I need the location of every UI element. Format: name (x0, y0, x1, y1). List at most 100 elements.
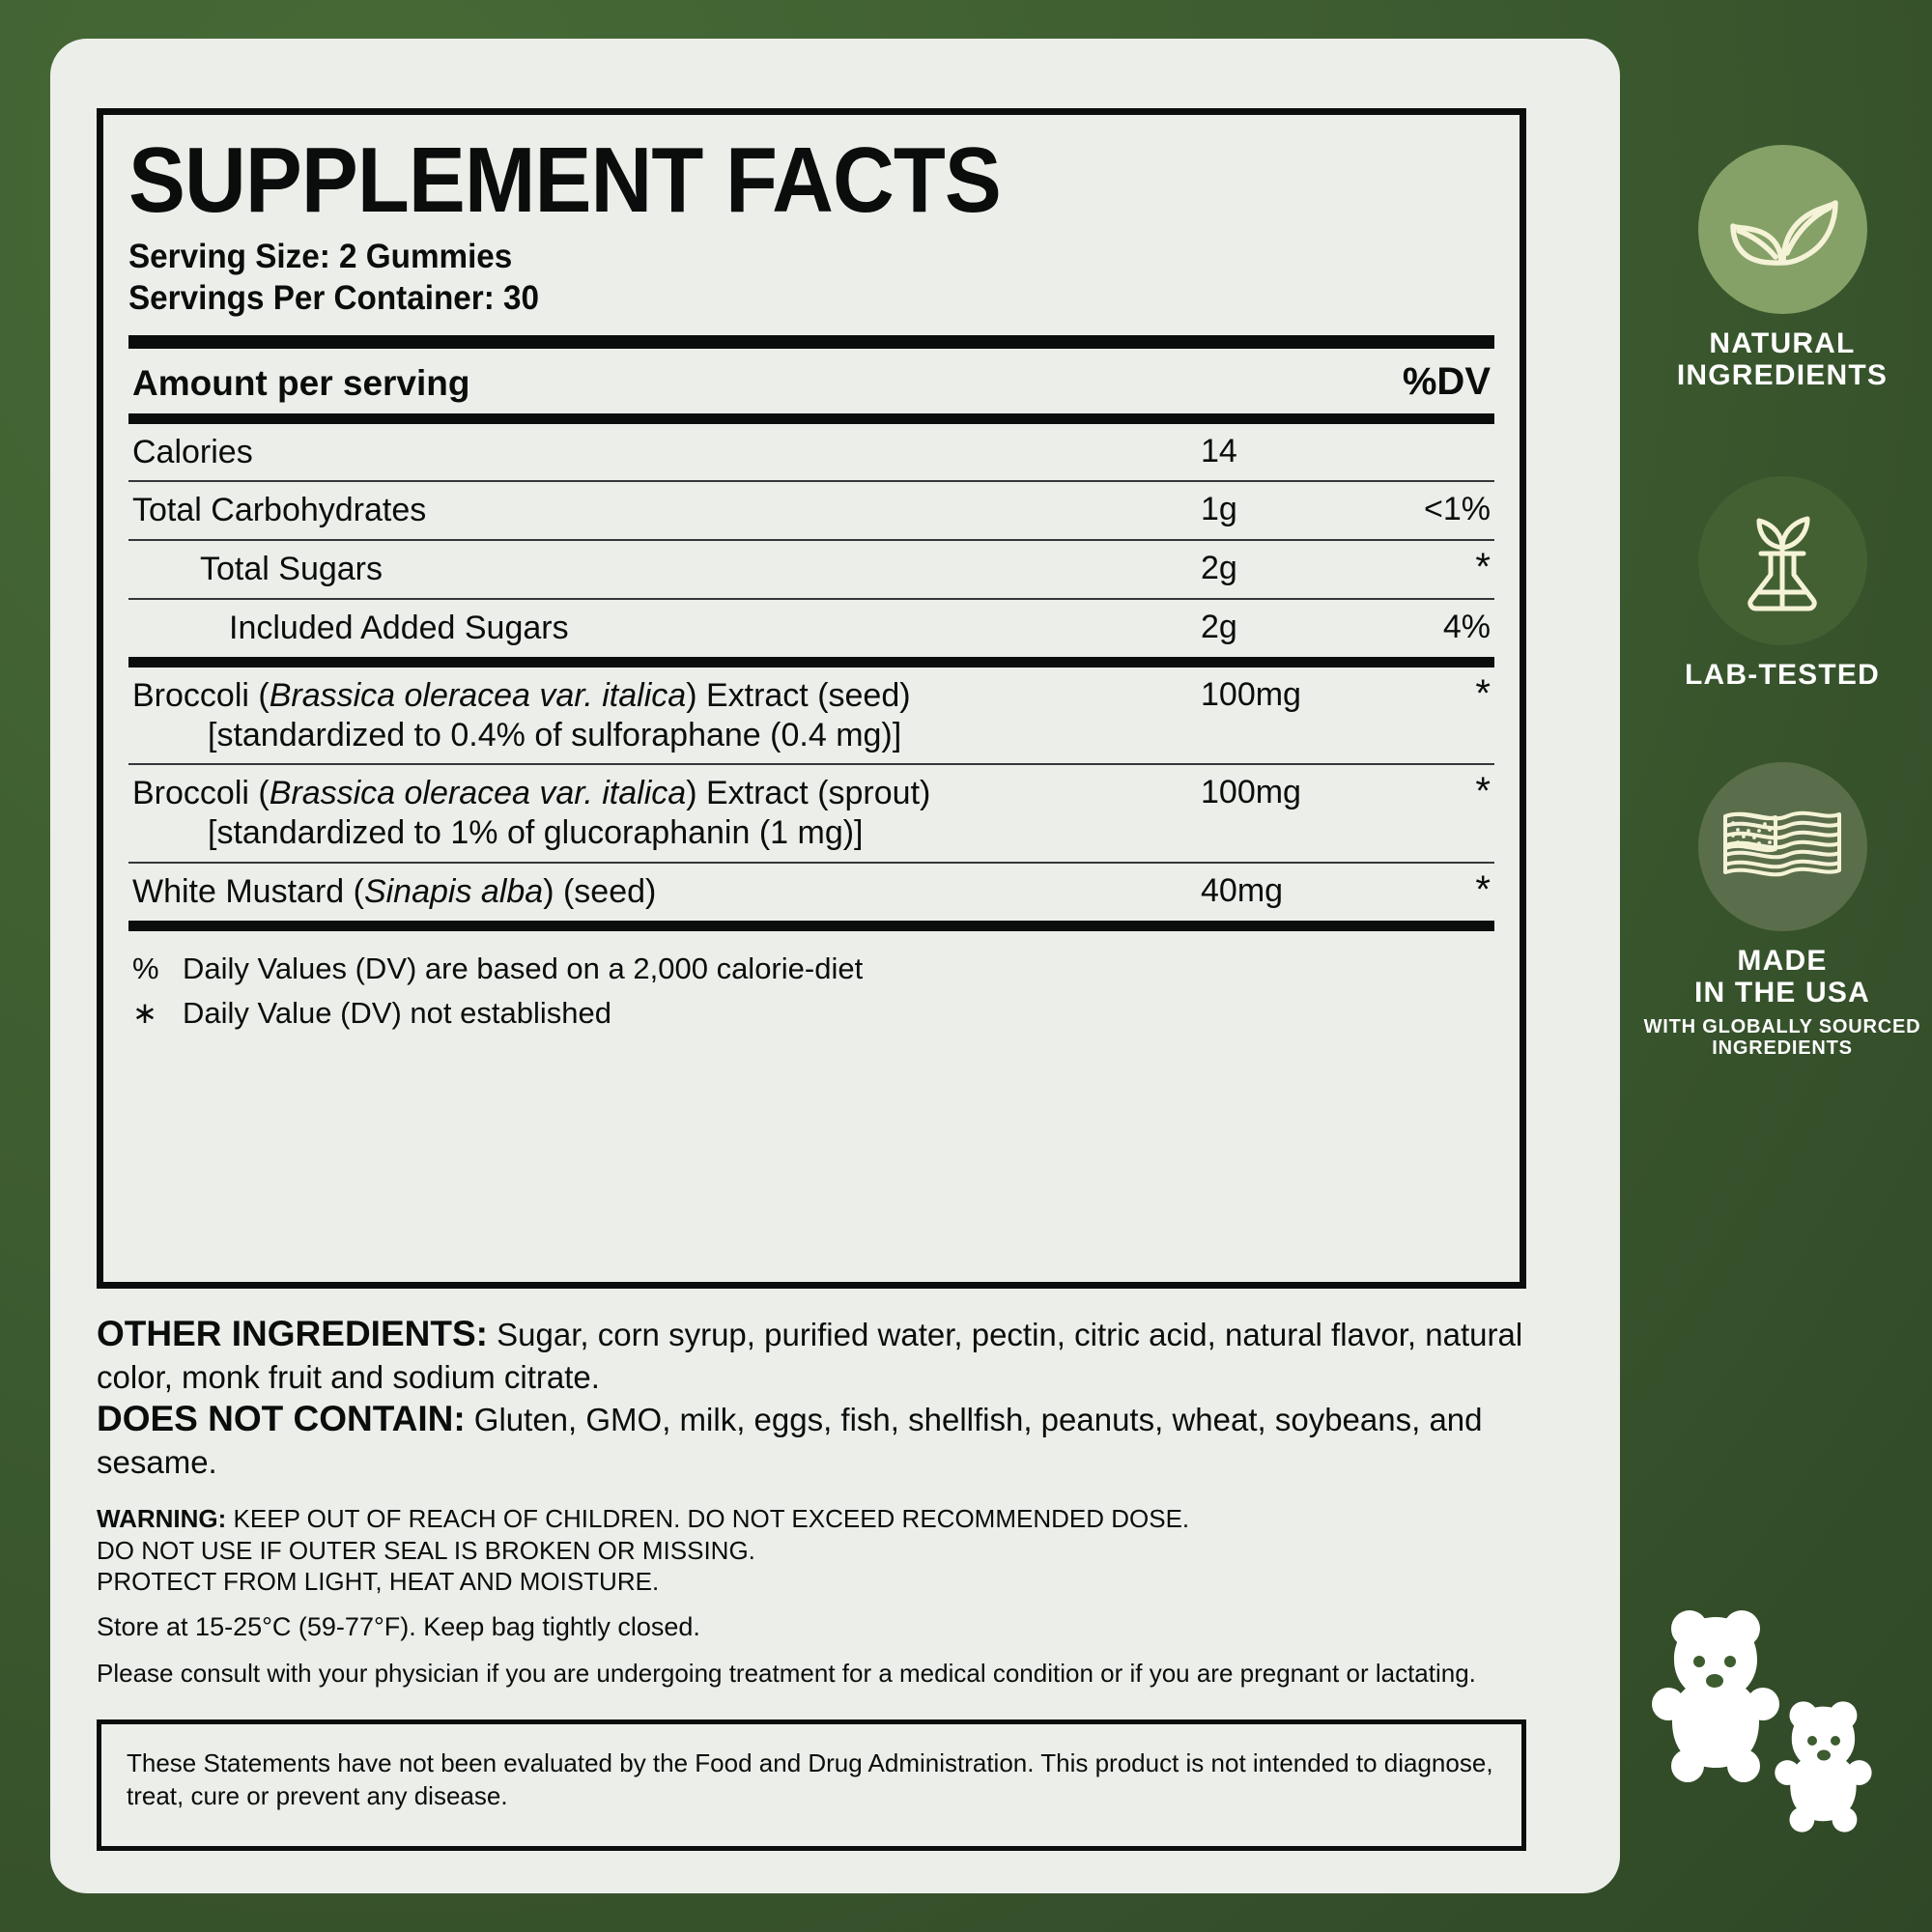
row-dv: 4% (1442, 608, 1491, 645)
warning-line-1: WARNING: KEEP OUT OF REACH OF CHILDREN. … (97, 1503, 1526, 1534)
row-label: White Mustard (Sinapis alba) (seed) (132, 872, 1185, 912)
row-amount: 2g (1201, 550, 1237, 587)
table-header-row: Amount per serving %DV (128, 349, 1494, 413)
badge-label-line-2: INGREDIENTS (1676, 359, 1889, 391)
flask-sprout-icon (1747, 516, 1817, 611)
row-dv: * (1475, 546, 1491, 589)
physician-consult-note: Please consult with your physician if yo… (97, 1659, 1476, 1689)
row-divider (128, 597, 1494, 600)
supplement-label-card: SUPPLEMENT FACTS Serving Size: 2 Gummies… (50, 39, 1620, 1893)
row-label-tail: ) (seed) (543, 872, 657, 910)
badge-label-line-1: LAB-TESTED (1685, 659, 1880, 691)
servings-per-container-line: Servings Per Container: 30 (128, 278, 540, 317)
badge-circle (1697, 145, 1867, 314)
footnote-text: Daily Value (DV) not established (183, 996, 611, 1031)
badge-lab-tested: LAB-TESTED (1642, 476, 1922, 691)
table-row: Included Added Sugars 2g 4% (128, 600, 1494, 657)
badge-sublabel: WITH GLOBALLY SOURCED INGREDIENTS (1643, 1016, 1921, 1060)
flag-stars (1731, 820, 1772, 845)
supplement-facts-panel: SUPPLEMENT FACTS Serving Size: 2 Gummies… (97, 108, 1526, 1289)
lower-text-section: OTHER INGREDIENTS: Sugar, corn syrup, pu… (97, 1312, 1526, 1690)
row-label-main: White Mustard ( (132, 872, 364, 910)
row-amount: 2g (1201, 608, 1237, 645)
badge-label: MADE IN THE USA (1642, 945, 1922, 1009)
row-amount: 100mg (1201, 675, 1301, 713)
table-row: Broccoli (Brassica oleracea var. italica… (128, 765, 1494, 862)
row-label-main: Broccoli ( (132, 775, 270, 812)
row-dv: * (1475, 671, 1491, 715)
footnote-item: ∗ Daily Value (DV) not established (132, 991, 1491, 1037)
row-label-main: Broccoli ( (132, 676, 270, 714)
dv-header: %DV (1402, 359, 1491, 403)
row-dv: <1% (1424, 491, 1491, 528)
does-not-contain-text: Gluten, GMO, milk, eggs, fish, shellfish… (97, 1402, 1483, 1480)
row-label-standardization: [standardized to 1% of glucoraphanin (1 … (208, 814, 864, 852)
row-label: Total Carbohydrates (132, 492, 427, 529)
does-not-contain-heading: DOES NOT CONTAIN: (97, 1399, 466, 1439)
table-row: Total Sugars 2g * (128, 541, 1494, 598)
fda-disclaimer-box: These Statements have not been evaluated… (97, 1719, 1526, 1851)
gummy-bears-icon (1652, 1610, 1872, 1833)
row-label-standardization: [standardized to 0.4% of sulforaphane (0… (208, 716, 902, 753)
table-row: Broccoli (Brassica oleracea var. italica… (128, 668, 1494, 764)
row-label-tail: ) Extract (sprout) (686, 775, 931, 812)
badge-circle (1697, 762, 1867, 931)
rule-before-botanicals (128, 656, 1494, 668)
row-amount: 14 (1201, 432, 1237, 469)
other-ingredients-heading: OTHER INGREDIENTS: (97, 1314, 488, 1353)
table-row: White Mustard (Sinapis alba) (seed) 40mg… (128, 864, 1494, 921)
trust-badge-rail: NATURAL INGREDIENTS L (1642, 145, 1922, 1069)
footnote-mark: % (132, 951, 159, 985)
row-amount: 100mg (1201, 774, 1301, 811)
storage-instructions: Store at 15-25°C (59-77°F). Keep bag tig… (97, 1612, 700, 1642)
badge-made-in-usa: MADE IN THE USA WITH GLOBALLY SOURCED IN… (1642, 762, 1922, 1060)
rail-spacer (1642, 700, 1922, 762)
row-label: Included Added Sugars (229, 609, 569, 646)
warning-heading: WARNING: (97, 1504, 227, 1534)
row-divider (128, 480, 1494, 483)
footnote-mark: ∗ (132, 996, 157, 1031)
page-title: SUPPLEMENT FACTS (128, 128, 1002, 232)
warning-line-2: DO NOT USE IF OUTER SEAL IS BROKEN OR MI… (97, 1535, 755, 1565)
footnote-text: Daily Values (DV) are based on a 2,000 c… (183, 951, 864, 985)
row-amount: 1g (1201, 491, 1237, 528)
amount-per-serving-header: Amount per serving (132, 362, 470, 403)
row-divider (128, 763, 1494, 766)
warning-text-1: KEEP OUT OF REACH OF CHILDREN. DO NOT EX… (226, 1504, 1190, 1534)
badge-label-line-1: MADE (1737, 945, 1828, 977)
row-label-tail: ) Extract (seed) (686, 676, 911, 714)
table-row: Total Carbohydrates 1g <1% (128, 482, 1494, 539)
footnote-item: % Daily Values (DV) are based on a 2,000… (132, 947, 1491, 992)
row-divider (128, 861, 1494, 864)
row-label: Broccoli (Brassica oleracea var. italica… (132, 774, 1185, 853)
serving-info: Serving Size: 2 Gummies Servings Per Con… (128, 237, 1426, 319)
badge-circle (1697, 476, 1867, 645)
badge-label: NATURAL INGREDIENTS (1642, 327, 1922, 391)
row-label-latin: Brassica oleracea var. italica (269, 775, 687, 812)
rule-under-header (128, 412, 1494, 424)
leaves-icon (1730, 199, 1838, 266)
fda-disclaimer-text: These Statements have not been evaluated… (127, 1748, 1493, 1810)
warning-block: WARNING: KEEP OUT OF REACH OF CHILDREN. … (97, 1503, 1526, 1597)
table-row: Calories 14 (128, 424, 1494, 481)
serving-size-line: Serving Size: 2 Gummies (128, 238, 513, 276)
badge-label-line-2: IN THE USA (1693, 977, 1870, 1009)
row-dv: * (1475, 867, 1491, 911)
row-dv: * (1475, 770, 1491, 813)
row-amount: 40mg (1201, 871, 1284, 909)
does-not-contain-block: DOES NOT CONTAIN: Gluten, GMO, milk, egg… (97, 1397, 1526, 1482)
rule-thick-top (128, 334, 1494, 349)
footnotes: % Daily Values (DV) are based on a 2,000… (128, 931, 1494, 1037)
row-label-latin: Brassica oleracea var. italica (269, 676, 687, 714)
rule-before-footnotes (128, 920, 1494, 931)
row-label: Broccoli (Brassica oleracea var. italica… (132, 676, 1185, 755)
badge-label-line-1: NATURAL (1709, 327, 1856, 359)
badge-label: LAB-TESTED (1642, 659, 1922, 691)
usa-flag-icon (1723, 810, 1841, 876)
gummy-bear-decoration (1647, 1604, 1908, 1874)
row-divider (128, 539, 1494, 542)
row-label-latin: Sinapis alba (363, 872, 544, 910)
badge-natural-ingredients: NATURAL INGREDIENTS (1642, 145, 1922, 391)
other-ingredients-block: OTHER INGREDIENTS: Sugar, corn syrup, pu… (97, 1312, 1526, 1397)
